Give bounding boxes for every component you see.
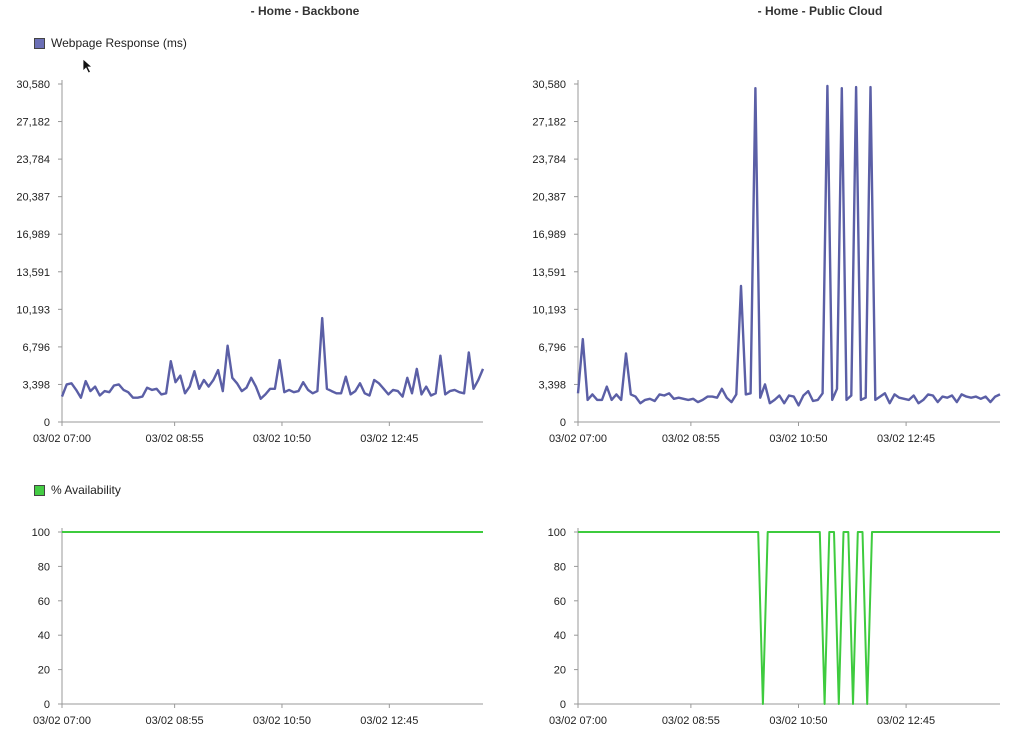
legend-availability-swatch	[34, 484, 45, 496]
x-tick-label: 03/02 08:55	[662, 715, 720, 727]
y-tick-label: 3,398	[22, 379, 50, 391]
y-tick-label: 80	[38, 561, 50, 573]
chart-1: 0 3,398 6,796 10,193 13,591 16,989 20,387 23,78…	[16, 79, 485, 445]
y-tick-label: 0	[44, 417, 50, 429]
y-tick-label: 0	[44, 699, 50, 711]
y-tick-label: 0	[560, 417, 566, 429]
y-tick-label: 13,591	[532, 267, 566, 279]
y-tick-label: 30,580	[532, 79, 566, 91]
y-tick-label: 20	[38, 665, 50, 677]
x-tick-label: 03/02 08:55	[146, 715, 204, 727]
x-tick-label: 03/02 10:50	[769, 715, 827, 727]
y-tick-label: 100	[32, 527, 50, 539]
y-tick-label: 10,193	[16, 304, 50, 316]
x-tick-label: 03/02 12:45	[360, 433, 418, 445]
y-tick-label: 100	[548, 527, 566, 539]
legend-response-swatch	[34, 37, 45, 49]
x-tick-label: 03/02 12:45	[877, 433, 935, 445]
x-tick-label: 03/02 08:55	[662, 433, 720, 445]
y-tick-label: 10,193	[532, 304, 566, 316]
panel-title-public-cloud: - Home - Public Cloud	[757, 4, 883, 18]
x-tick-label: 03/02 08:55	[146, 433, 204, 445]
y-tick-label: 3,398	[538, 379, 566, 391]
chart-3: 0 20 40 60 80 100 03/02 07:00 03/02 08:55 03/02 …	[32, 527, 483, 727]
legend-availability-label: % Availability	[51, 483, 121, 497]
y-tick-label: 40	[554, 630, 566, 642]
y-tick-label: 16,989	[16, 229, 50, 241]
y-tick-label: 6,796	[22, 342, 50, 354]
x-tick-label: 03/02 12:45	[877, 715, 935, 727]
y-tick-label: 30,580	[16, 79, 50, 91]
y-tick-label: 40	[38, 630, 50, 642]
y-tick-label: 20	[554, 665, 566, 677]
y-tick-label: 16,989	[532, 229, 566, 241]
x-tick-label: 03/02 10:50	[769, 433, 827, 445]
x-tick-label: 03/02 07:00	[33, 715, 91, 727]
series-line	[578, 531, 1000, 705]
chart-2: 0 3,398 6,796 10,193 13,591 16,989 20,387 23,78…	[532, 79, 1001, 445]
y-tick-label: 23,784	[532, 154, 566, 166]
chart-4: 0 20 40 60 80 100 03/02 07:00 03/02 08:55 03/02 …	[548, 527, 1000, 727]
legend-response-label: Webpage Response (ms)	[51, 36, 187, 50]
x-tick-label: 03/02 10:50	[253, 433, 311, 445]
y-tick-label: 6,796	[538, 342, 566, 354]
y-tick-label: 27,182	[16, 117, 50, 129]
legend-availability[interactable]: % Availability	[34, 483, 121, 497]
x-tick-label: 03/02 10:50	[253, 715, 311, 727]
series-line	[60, 316, 485, 400]
y-tick-label: 27,182	[532, 117, 566, 129]
series-line	[576, 84, 1001, 407]
y-tick-label: 0	[560, 699, 566, 711]
mouse-cursor-icon	[82, 58, 94, 74]
x-tick-label: 03/02 07:00	[33, 433, 91, 445]
legend-response[interactable]: Webpage Response (ms)	[34, 36, 187, 50]
y-tick-label: 20,387	[532, 192, 566, 204]
y-tick-label: 60	[554, 596, 566, 608]
y-tick-label: 20,387	[16, 192, 50, 204]
x-tick-label: 03/02 07:00	[549, 433, 607, 445]
y-tick-label: 23,784	[16, 154, 50, 166]
y-tick-label: 60	[38, 596, 50, 608]
x-tick-label: 03/02 07:00	[549, 715, 607, 727]
y-tick-label: 80	[554, 561, 566, 573]
y-tick-label: 13,591	[16, 267, 50, 279]
panel-title-backbone: - Home - Backbone	[250, 4, 360, 18]
x-tick-label: 03/02 12:45	[360, 715, 418, 727]
